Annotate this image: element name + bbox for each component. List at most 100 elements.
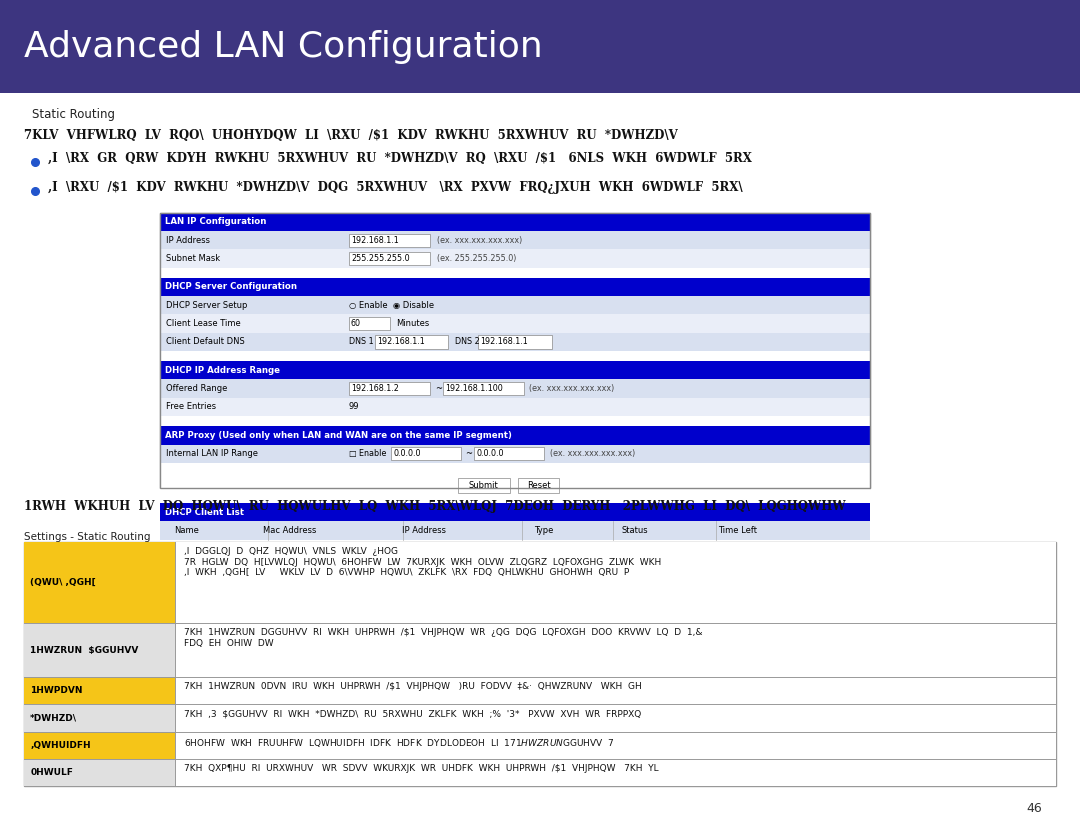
- Text: LAN IP Configuration: LAN IP Configuration: [165, 218, 267, 226]
- Text: DHCP Server Setup: DHCP Server Setup: [166, 301, 247, 309]
- FancyBboxPatch shape: [24, 542, 1056, 786]
- Text: Free Entries: Free Entries: [166, 403, 216, 411]
- Text: 255.255.255.0: 255.255.255.0: [351, 254, 409, 263]
- Text: Advanced LAN Configuration: Advanced LAN Configuration: [24, 30, 542, 63]
- FancyBboxPatch shape: [160, 314, 870, 333]
- Text: DNS 1: DNS 1: [349, 338, 374, 346]
- FancyBboxPatch shape: [24, 731, 175, 759]
- FancyBboxPatch shape: [160, 231, 870, 249]
- FancyBboxPatch shape: [443, 382, 524, 395]
- FancyBboxPatch shape: [518, 478, 559, 493]
- FancyBboxPatch shape: [24, 759, 1056, 786]
- FancyBboxPatch shape: [160, 503, 870, 521]
- Text: DNS 2: DNS 2: [455, 338, 480, 346]
- FancyBboxPatch shape: [160, 463, 870, 476]
- Text: ~: ~: [465, 450, 472, 458]
- Text: 192.168.1.100: 192.168.1.100: [445, 384, 502, 393]
- Text: ○ Enable  ◉ Disable: ○ Enable ◉ Disable: [349, 301, 434, 309]
- FancyBboxPatch shape: [160, 476, 870, 495]
- FancyBboxPatch shape: [160, 445, 870, 463]
- Text: 0HWULF: 0HWULF: [30, 767, 73, 776]
- FancyBboxPatch shape: [24, 759, 175, 786]
- Text: Subnet Mask: Subnet Mask: [166, 254, 220, 263]
- Text: DHCP Client List: DHCP Client List: [165, 508, 244, 516]
- Text: IP Address: IP Address: [166, 236, 211, 244]
- FancyBboxPatch shape: [160, 379, 870, 398]
- Text: 0.0.0.0: 0.0.0.0: [393, 450, 420, 458]
- Text: Client Default DNS: Client Default DNS: [166, 338, 245, 346]
- Text: 7KH  1HWZRUN  DGGUHVV  RI  WKH  UHPRWH  /$1  VHJPHQW  WR  ¿QG  DQG  LQFOXGH  DOO: 7KH 1HWZRUN DGGUHVV RI WKH UHPRWH /$1 VH…: [184, 628, 702, 648]
- Text: 192.168.1.1: 192.168.1.1: [351, 236, 399, 244]
- FancyBboxPatch shape: [0, 0, 1080, 93]
- Text: Minutes: Minutes: [396, 319, 430, 328]
- FancyBboxPatch shape: [474, 447, 544, 460]
- FancyBboxPatch shape: [160, 361, 870, 379]
- Text: Name: Name: [174, 526, 200, 535]
- FancyBboxPatch shape: [160, 268, 870, 278]
- FancyBboxPatch shape: [375, 335, 448, 349]
- Text: ,I  DGGLQJ  D  QHZ  HQWU\  VNLS  WKLV  ¿HOG
7R  HGLW  DQ  H[LVWLQJ  HQWU\  6HOHF: ,I DGGLQJ D QHZ HQWU\ VNLS WKLV ¿HOG 7R …: [184, 547, 661, 577]
- Text: DHCP IP Address Range: DHCP IP Address Range: [165, 366, 280, 374]
- FancyBboxPatch shape: [349, 252, 430, 265]
- Text: □ Enable: □ Enable: [349, 450, 387, 458]
- Text: IP Address: IP Address: [403, 526, 446, 535]
- Text: ,I  \RXU  /$1  KDV  RWKHU  *DWHZD\V  DQG  5RXWHUV   \RX  PXVW  FRQ¿JXUH  WKH  6W: ,I \RXU /$1 KDV RWKHU *DWHZD\V DQG 5RXWH…: [48, 181, 742, 194]
- Text: 1RWH  WKHUH  LV  DQ  HQWU\  RU  HQWULHV  LQ  WKH  5RX\WLQJ  7DEOH  DERYH   2PLWW: 1RWH WKHUH LV DQ HQWU\ RU HQWULHV LQ WKH…: [24, 500, 846, 514]
- Text: Type: Type: [534, 526, 553, 535]
- FancyBboxPatch shape: [478, 335, 552, 349]
- Text: ARP Proxy (Used only when LAN and WAN are on the same IP segment): ARP Proxy (Used only when LAN and WAN ar…: [165, 431, 512, 440]
- Text: Offered Range: Offered Range: [166, 384, 228, 393]
- Text: Settings - Static Routing: Settings - Static Routing: [24, 532, 150, 542]
- Text: (ex. 255.255.255.0): (ex. 255.255.255.0): [437, 254, 516, 263]
- Text: 192.168.1.1: 192.168.1.1: [481, 338, 528, 346]
- FancyBboxPatch shape: [458, 478, 510, 493]
- FancyBboxPatch shape: [160, 278, 870, 296]
- FancyBboxPatch shape: [24, 705, 1056, 731]
- Text: (ex. xxx.xxx.xxx.xxx): (ex. xxx.xxx.xxx.xxx): [529, 384, 615, 393]
- Text: *DWHZD\: *DWHZD\: [30, 713, 78, 722]
- Text: (ex. xxx.xxx.xxx.xxx): (ex. xxx.xxx.xxx.xxx): [550, 450, 635, 458]
- Text: 6HOHFW  WKH  FRUUHFW  LQWHUIDFH  IDFK  HDFK  DYDLODEOH  LI  1$7   1HWZRUN  $GGUH: 6HOHFW WKH FRUUHFW LQWHUIDFH IDFK HDFK D…: [184, 736, 615, 748]
- FancyBboxPatch shape: [160, 416, 870, 426]
- FancyBboxPatch shape: [349, 234, 430, 247]
- Text: 192.168.1.1: 192.168.1.1: [377, 338, 424, 346]
- FancyBboxPatch shape: [24, 677, 175, 705]
- FancyBboxPatch shape: [160, 426, 870, 445]
- Text: 1HWPDVN: 1HWPDVN: [30, 686, 83, 696]
- Text: ,QWHUIDFH: ,QWHUIDFH: [30, 741, 91, 750]
- FancyBboxPatch shape: [24, 623, 1056, 677]
- Text: 99: 99: [349, 403, 360, 411]
- FancyBboxPatch shape: [24, 542, 175, 623]
- Text: 60: 60: [351, 319, 361, 328]
- FancyBboxPatch shape: [160, 398, 870, 416]
- Text: ,I  \RX  GR  QRW  KDYH  RWKHU  5RXWHUV  RU  *DWHZD\V  RQ  \RXU  /$1   6NLS  WKH : ,I \RX GR QRW KDYH RWKHU 5RXWHUV RU *DWH…: [48, 152, 752, 165]
- Text: 0.0.0.0: 0.0.0.0: [476, 450, 503, 458]
- FancyBboxPatch shape: [160, 249, 870, 268]
- FancyBboxPatch shape: [160, 351, 870, 361]
- Text: Internal LAN IP Range: Internal LAN IP Range: [166, 450, 258, 458]
- FancyBboxPatch shape: [160, 213, 870, 488]
- FancyBboxPatch shape: [160, 333, 870, 351]
- Text: 7KLV  VHFWLRQ  LV  RQO\  UHOHYDQW  LI  \RXU  /$1  KDV  RWKHU  5RXWHUV  RU  *DWHZ: 7KLV VHFWLRQ LV RQO\ UHOHYDQW LI \RXU /$…: [24, 129, 677, 143]
- Text: ~: ~: [435, 384, 442, 393]
- FancyBboxPatch shape: [24, 731, 1056, 759]
- FancyBboxPatch shape: [24, 677, 1056, 705]
- FancyBboxPatch shape: [160, 495, 870, 503]
- Text: 192.168.1.2: 192.168.1.2: [351, 384, 399, 393]
- Text: Client Lease Time: Client Lease Time: [166, 319, 241, 328]
- Text: 46: 46: [1026, 802, 1042, 816]
- FancyBboxPatch shape: [349, 382, 430, 395]
- Text: DHCP Server Configuration: DHCP Server Configuration: [165, 283, 297, 291]
- Text: Time Left: Time Left: [718, 526, 757, 535]
- FancyBboxPatch shape: [24, 623, 175, 677]
- FancyBboxPatch shape: [391, 447, 461, 460]
- Text: (QWU\ ,QGH[: (QWU\ ,QGH[: [30, 578, 96, 587]
- Text: 1HWZRUN  $GGUHVV: 1HWZRUN $GGUHVV: [30, 646, 138, 655]
- FancyBboxPatch shape: [160, 296, 870, 314]
- Text: Submit: Submit: [469, 481, 499, 490]
- Text: Status: Status: [622, 526, 648, 535]
- Text: 7KH  ,3  $GGUHVV  RI  WKH  *DWHZD\  RU  5RXWHU  ZKLFK  WKH  ;%  '3*   PXVW  XVH : 7KH ,3 $GGUHVV RI WKH *DWHZD\ RU 5RXWHU …: [184, 710, 640, 718]
- Text: 7KH  QXP¶HU  RI  URXWHUV   WR  SDVV  WKURXJK  WR  UHDFK  WKH  UHPRWH  /$1  VHJPH: 7KH QXP¶HU RI URXWHUV WR SDVV WKURXJK WR…: [184, 764, 658, 772]
- FancyBboxPatch shape: [349, 317, 390, 330]
- FancyBboxPatch shape: [24, 542, 1056, 623]
